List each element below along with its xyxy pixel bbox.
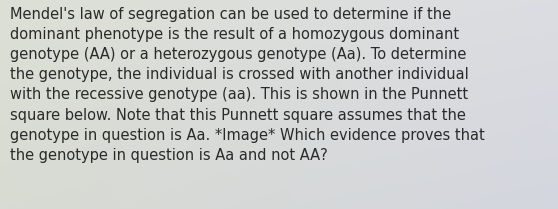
Text: Mendel's law of segregation can be used to determine if the
dominant phenotype i: Mendel's law of segregation can be used …: [10, 7, 485, 163]
